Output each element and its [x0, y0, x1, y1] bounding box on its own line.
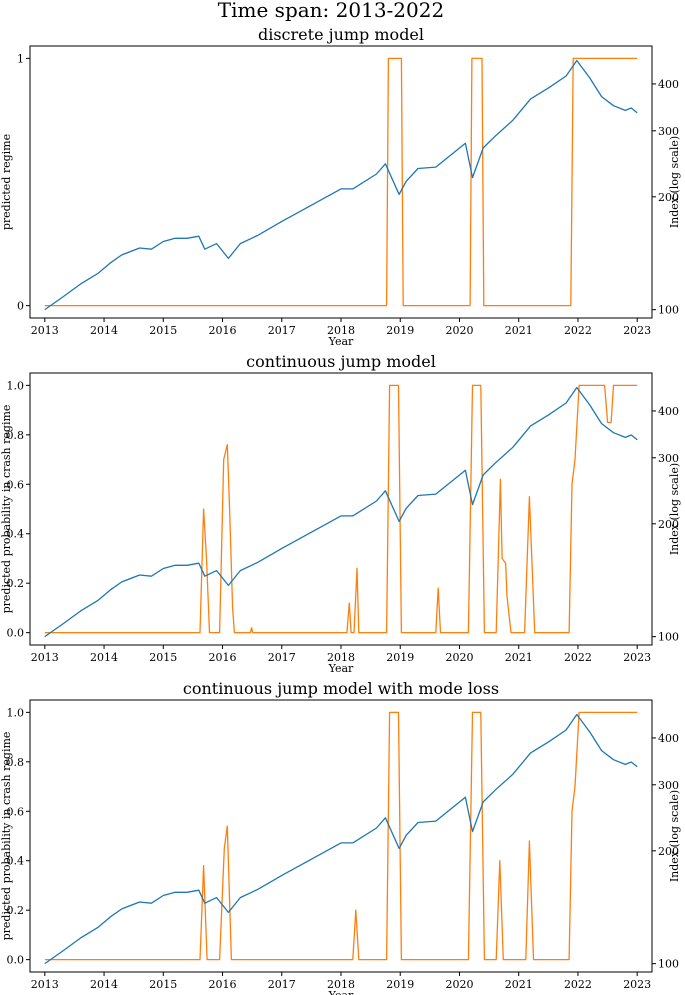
y2-tick-label: 400	[658, 405, 679, 418]
x-tick-label: 2018	[327, 324, 355, 337]
chart-panel-2: continuous jump model 2013 2014 2015 2016 201…	[0, 352, 681, 675]
x-tick-label: 2019	[386, 324, 414, 337]
y2-axis-label: Index (log scale)	[668, 463, 681, 555]
chart-title: discrete jump model	[258, 25, 424, 44]
x-tick-label: 2016	[209, 651, 237, 664]
x-tick-label: 2020	[445, 651, 473, 664]
plot-frame	[29, 372, 653, 646]
x-tick-label: 2013	[31, 324, 59, 337]
chart-panel-1: discrete jump model 2013 2014 2015 2016 2017 2…	[0, 25, 681, 348]
chart-panel-3: continuous jump model with mode loss 2013…	[0, 679, 681, 995]
y-tick-label: 0.2	[7, 577, 25, 590]
y-tick-label: 0.8	[7, 756, 25, 769]
x-tick-label: 2021	[505, 324, 533, 337]
x-tick-label: 2020	[445, 978, 473, 991]
y2-axis-label: Index (log scale)	[668, 136, 681, 228]
y-tick-label: 1.0	[7, 379, 25, 392]
y-tick-label: 0.6	[7, 805, 25, 818]
y2-tick-label: 100	[658, 304, 679, 317]
x-tick-label: 2015	[149, 651, 177, 664]
y-axis-label: predicted probability in crash regime	[0, 732, 13, 941]
x-tick-label: 2022	[564, 978, 592, 991]
y-tick-label: 0.6	[7, 478, 25, 491]
x-tick-label: 2020	[445, 324, 473, 337]
x-tick-label: 2013	[31, 978, 59, 991]
x-tick-label: 2018	[327, 978, 355, 991]
x-tick-label: 2017	[268, 651, 296, 664]
x-tick-label: 2023	[623, 651, 651, 664]
x-axis-label: Year	[328, 989, 354, 995]
x-tick-label: 2016	[209, 978, 237, 991]
chart-title: continuous jump model with mode loss	[183, 679, 499, 698]
x-tick-label: 2015	[149, 978, 177, 991]
x-tick-label: 2014	[90, 978, 118, 991]
y2-tick-label: 400	[658, 78, 679, 91]
y2-tick-label: 300	[658, 779, 679, 792]
y2-tick-label: 300	[658, 452, 679, 465]
x-tick-label: 2023	[623, 324, 651, 337]
x-tick-label: 2019	[386, 651, 414, 664]
y2-tick-label: 200	[658, 191, 679, 204]
x-tick-label: 2017	[268, 324, 296, 337]
x-tick-label: 2023	[623, 978, 651, 991]
x-tick-label: 2021	[505, 651, 533, 664]
y2-tick-label: 100	[658, 958, 679, 971]
y-tick-label: 0.0	[7, 954, 25, 967]
y-tick-label: 0.8	[7, 429, 25, 442]
y2-tick-label: 200	[658, 518, 679, 531]
y-tick-label: 1	[17, 52, 24, 65]
y-tick-label: 0.2	[7, 904, 25, 917]
x-tick-label: 2019	[386, 978, 414, 991]
x-tick-label: 2013	[31, 651, 59, 664]
y2-tick-label: 400	[658, 732, 679, 745]
y-axis-label: predicted regime	[0, 134, 13, 230]
x-tick-label: 2015	[149, 324, 177, 337]
plot-frame	[29, 699, 653, 973]
y-axis-label: predicted probability in crash regime	[0, 405, 13, 614]
x-tick-label: 2014	[90, 651, 118, 664]
regime-series-line	[44, 711, 638, 961]
x-tick-label: 2022	[564, 651, 592, 664]
y-tick-label: 1.0	[7, 706, 25, 719]
y-tick-label: 0.0	[7, 627, 25, 640]
x-tick-label: 2021	[505, 978, 533, 991]
chart-title: continuous jump model	[246, 352, 436, 371]
x-tick-label: 2014	[90, 324, 118, 337]
x-tick-label: 2017	[268, 978, 296, 991]
y2-tick-label: 200	[658, 845, 679, 858]
x-axis-label: Year	[328, 662, 354, 675]
y2-axis-label: Index (log scale)	[668, 790, 681, 882]
x-tick-label: 2022	[564, 324, 592, 337]
x-tick-label: 2016	[209, 324, 237, 337]
y-tick-label: 0	[17, 300, 24, 313]
regime-series-line	[44, 57, 638, 307]
x-axis-label: Year	[328, 335, 354, 348]
y2-tick-label: 300	[658, 125, 679, 138]
regime-series-line	[44, 384, 638, 634]
y-tick-label: 0.4	[7, 855, 25, 868]
plot-frame	[29, 45, 653, 319]
x-tick-label: 2018	[327, 651, 355, 664]
figure-suptitle: Time span: 2013-2022	[218, 0, 444, 22]
y-tick-label: 0.4	[7, 528, 25, 541]
index-series-line	[44, 386, 638, 638]
index-series-line	[44, 713, 638, 965]
index-series-line	[44, 59, 638, 311]
y2-tick-label: 100	[658, 631, 679, 644]
